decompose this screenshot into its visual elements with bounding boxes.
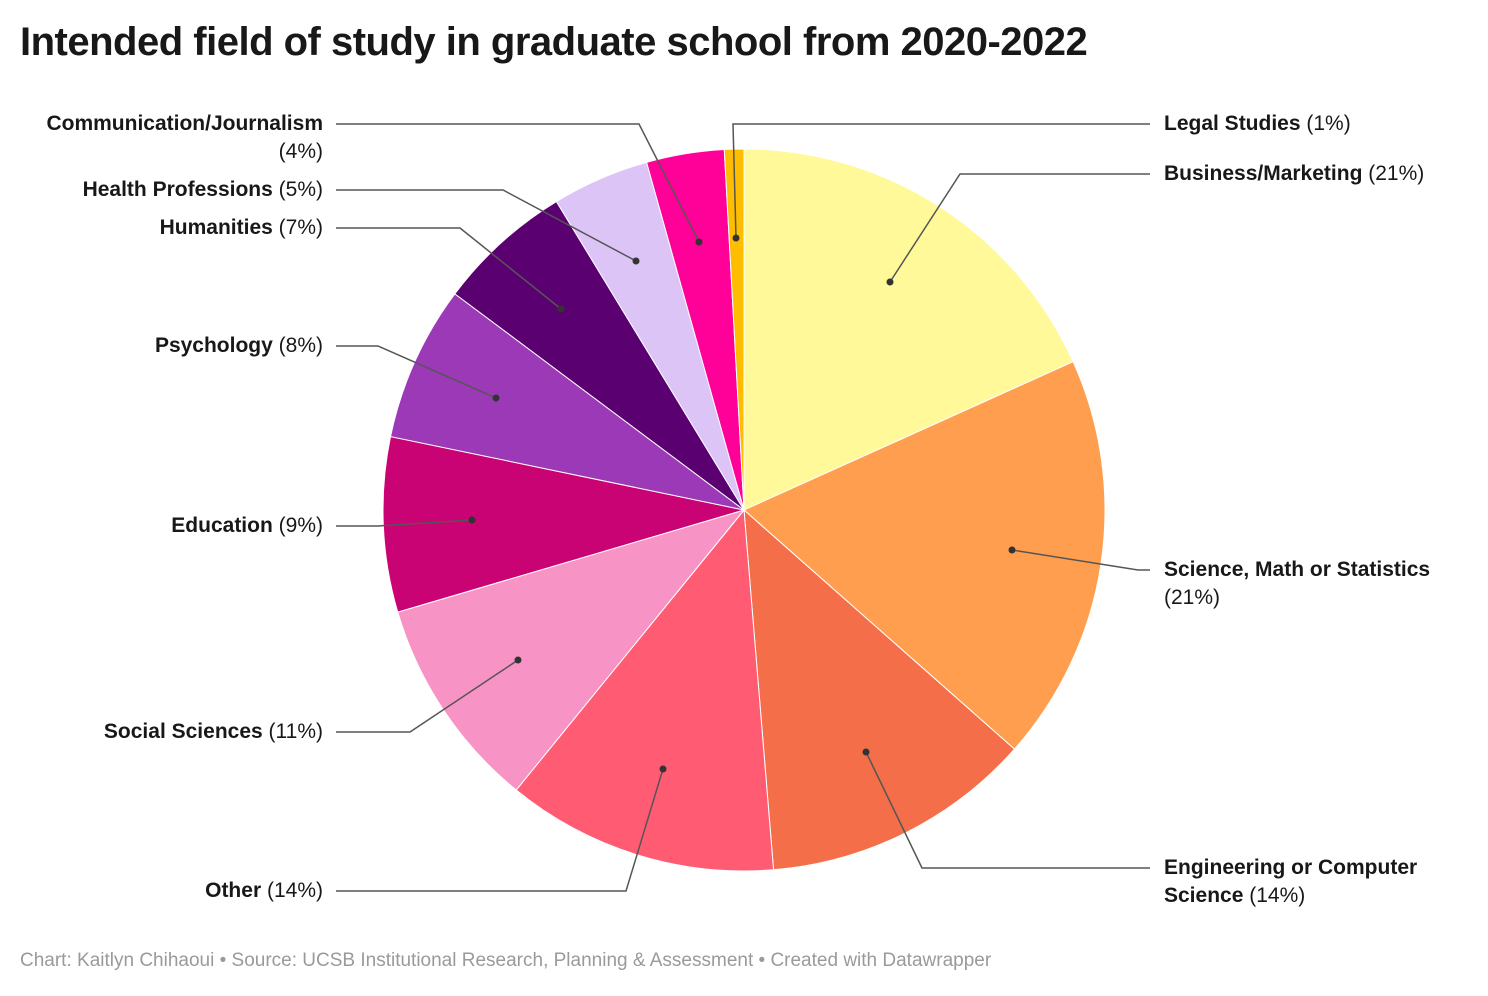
leader-dot-business-marketing [886, 278, 894, 286]
slice-percent: (5%) [278, 178, 323, 201]
leader-dot-health-professions [632, 257, 640, 265]
slice-name: Education [171, 514, 273, 537]
slice-name: Humanities [159, 216, 273, 239]
slice-name: Engineering or Computer Science [1164, 856, 1418, 907]
chart-title: Intended field of study in graduate scho… [20, 20, 1088, 64]
chart-footer: Chart: Kaitlyn Chihaoui • Source: UCSB I… [20, 950, 992, 971]
leader-line-other [336, 768, 664, 892]
slice-name: Communication/Journalism [46, 112, 323, 135]
leader-line-communication-journalism [336, 123, 700, 243]
slice-percent: (4%) [278, 140, 323, 163]
slice-name: Other [205, 879, 262, 902]
leader-dot-social-sciences [514, 656, 522, 664]
slice-label-engineering-or-computer-science: Engineering or Computer Science (14%) [1164, 854, 1417, 910]
slice-name: Legal Studies [1164, 112, 1301, 135]
leader-line-social-sciences [336, 659, 519, 733]
pie-slice-business-marketing [743, 148, 1074, 511]
slice-name: Business/Marketing [1164, 162, 1363, 185]
leader-dot-humanities [557, 305, 565, 313]
pie-slice-education [382, 435, 745, 613]
slice-percent: (7%) [278, 216, 323, 239]
leader-line-legal-studies [732, 123, 1150, 239]
leader-line-business-marketing [889, 173, 1150, 283]
slice-label-business-marketing: Business/Marketing (21%) [1164, 160, 1424, 188]
leader-line-science-math-or-statistics [1011, 549, 1150, 571]
slice-name: Social Sciences [103, 720, 263, 743]
slice-name: Psychology [154, 334, 273, 357]
slice-percent: (8%) [278, 334, 323, 357]
leader-dot-other [659, 765, 667, 773]
slice-percent: (9%) [278, 514, 323, 537]
slice-label-education: Education (9%) [171, 512, 323, 540]
slice-percent: (21%) [1164, 586, 1221, 609]
slice-name: Health Professions [82, 178, 273, 201]
slice-label-communication-journalism: Communication/Journalism (4%) [46, 110, 323, 166]
slice-percent: (14%) [266, 879, 323, 902]
slice-percent: (11%) [268, 720, 323, 743]
leader-line-education [336, 519, 473, 527]
slice-label-legal-studies: Legal Studies (1%) [1164, 110, 1351, 138]
leader-dot-science-math-or-statistics [1008, 546, 1016, 554]
slice-label-humanities: Humanities (7%) [160, 214, 323, 242]
leader-line-psychology [336, 345, 497, 399]
leader-dot-education [468, 516, 476, 524]
leader-dot-psychology [492, 394, 500, 402]
leader-line-engineering-or-computer-science [865, 751, 1150, 869]
slice-label-science-math-or-statistics: Science, Math or Statistics (21%) [1164, 556, 1430, 612]
slice-percent: (1%) [1306, 112, 1351, 135]
slice-percent: (14%) [1249, 884, 1306, 907]
slice-name: Science, Math or Statistics [1164, 558, 1431, 581]
leader-dot-legal-studies [732, 234, 740, 242]
leader-line-humanities [336, 227, 562, 310]
leader-dot-engineering-or-computer-science [862, 748, 870, 756]
slice-label-psychology: Psychology (8%) [155, 332, 323, 360]
pie-slice-humanities [454, 200, 745, 511]
leader-line-health-professions [336, 189, 637, 262]
slice-percent: (21%) [1368, 162, 1425, 185]
slice-label-other: Other (14%) [205, 877, 323, 905]
slice-label-health-professions: Health Professions (5%) [83, 176, 323, 204]
slice-label-social-sciences: Social Sciences (11%) [104, 718, 323, 746]
leader-dot-communication-journalism [695, 238, 703, 246]
